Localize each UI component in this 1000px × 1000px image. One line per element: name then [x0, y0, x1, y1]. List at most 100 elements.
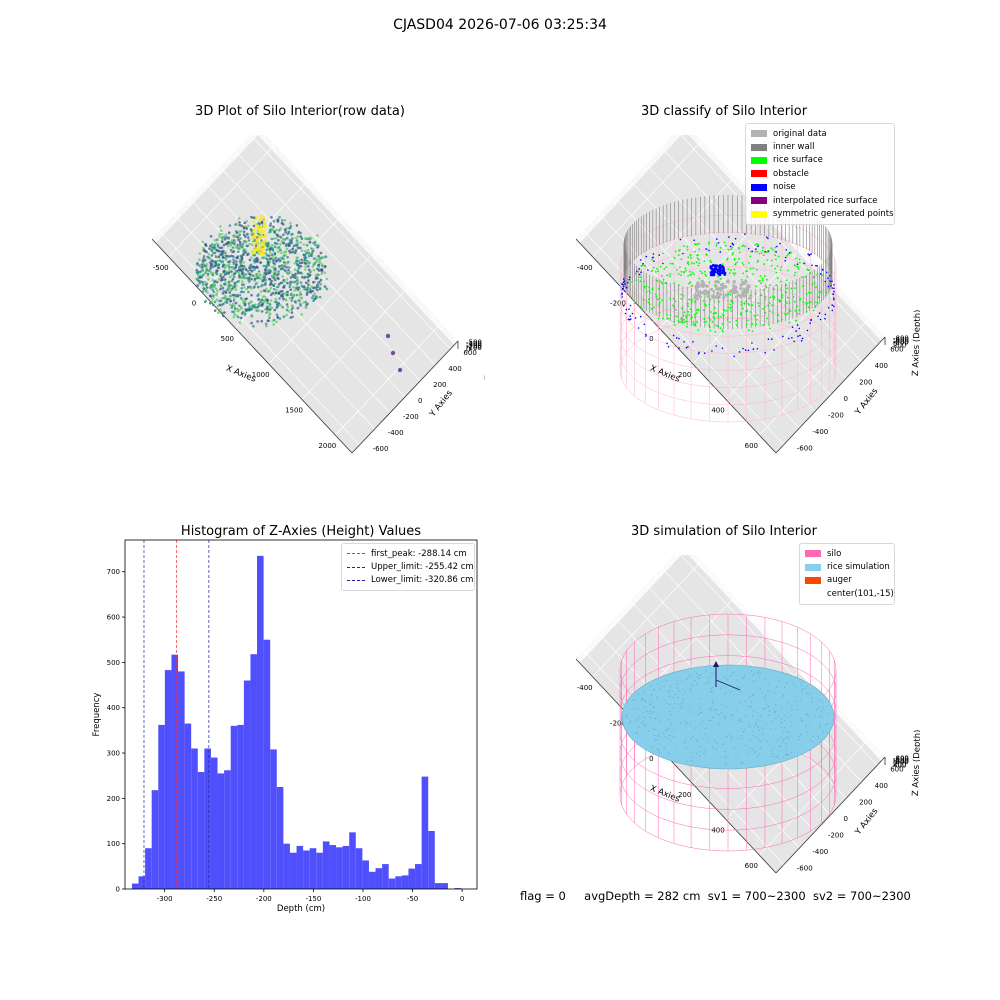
p1-point [221, 260, 225, 263]
p1-point [247, 224, 250, 228]
p1-point [291, 247, 295, 250]
p2-rice-surface-point [665, 282, 667, 284]
p2-noise-point [782, 335, 784, 338]
p1-point [273, 245, 277, 248]
p1-point [312, 294, 315, 298]
p2-rice-surface-point [687, 261, 690, 263]
p4-rice-point [652, 706, 654, 708]
p2-rice-surface-point [680, 270, 683, 273]
p1-point [323, 271, 327, 275]
p1-point [290, 241, 293, 245]
p1-point [202, 246, 205, 250]
p1-point [217, 266, 221, 270]
histogram-bar [217, 773, 225, 889]
p2-rice-surface-point [729, 303, 732, 306]
p1-point [218, 259, 222, 262]
p4-x-label: X Axies [648, 784, 681, 805]
p1-point [304, 281, 308, 285]
p2-rice-surface-point [729, 293, 732, 296]
p2-rice-surface-point [696, 321, 699, 324]
p2-rice-surface-point [705, 275, 708, 277]
p4-rice-point [740, 691, 742, 693]
p4-rice-point [768, 710, 771, 712]
p2-z-tick: 200 [893, 341, 906, 349]
p4-rice-point [690, 711, 692, 713]
p2-rice-surface-point [806, 302, 809, 304]
p1-point [275, 313, 279, 316]
p4-rice-point [643, 724, 645, 726]
p4-rice-point [682, 698, 684, 700]
p2-rice-surface-point [697, 309, 700, 312]
p1-point [266, 307, 269, 310]
p1-point-peak [259, 216, 263, 220]
p1-point [296, 277, 299, 280]
p4-rice-point [656, 739, 658, 741]
p1-point [309, 270, 313, 273]
p1-point [263, 256, 266, 259]
p1-point [235, 263, 238, 266]
p2-rice-surface-point [704, 270, 706, 273]
panel3-histogram[interactable]: -300 -250 -200 -150 -100 -50 00100200300400500… [85, 535, 485, 920]
p4-rice-point [673, 729, 675, 731]
p2-y-axis-line [775, 336, 886, 454]
p1-point [300, 258, 303, 262]
p2-rice-surface-point [668, 317, 670, 320]
p1-point [252, 324, 255, 328]
p2-original-data-point [739, 295, 743, 299]
histogram-x-tick-label: -50 [407, 895, 418, 903]
p1-point [201, 259, 205, 263]
p2-rice-surface-point [709, 329, 712, 332]
p1-point [216, 269, 219, 273]
p4-rice-point [743, 677, 745, 679]
p1-point [313, 240, 317, 244]
p2-noise-point [624, 312, 627, 315]
legend-label: silo [827, 548, 842, 559]
p4-rice-point [699, 751, 701, 753]
p1-point [232, 315, 236, 319]
p2-noise-point [826, 271, 828, 274]
p2-rice-surface-point [657, 287, 660, 290]
p1-point [318, 295, 322, 299]
p1-x-tick: 1000 [252, 371, 270, 379]
p2-rice-surface-point [781, 296, 784, 299]
p1-point-peak [260, 241, 263, 244]
p1-point [291, 237, 294, 240]
p1-point [223, 235, 226, 239]
p2-noise-cluster-point [710, 272, 714, 276]
p2-rice-surface-point [690, 310, 693, 313]
p2-rice-surface-point [734, 272, 737, 274]
p4-rice-point [699, 732, 701, 734]
p4-rice-point [719, 725, 721, 727]
p1-point [269, 224, 272, 227]
p1-point [300, 284, 303, 288]
p1-point [316, 245, 320, 249]
p4-rice-point [634, 707, 636, 709]
p4-rice-point [806, 714, 808, 716]
p2-noise-point [622, 305, 625, 307]
p1-point [234, 230, 238, 233]
histogram-bar [164, 670, 172, 889]
p2-noise-point [624, 283, 626, 285]
p1-point [262, 279, 265, 282]
p2-rice-surface-point [774, 254, 776, 256]
p2-rice-surface-point [775, 284, 778, 287]
p2-x-tick: 0 [649, 335, 653, 343]
p2-rice-surface-point [662, 317, 664, 320]
p4-rice-point [646, 710, 648, 712]
p1-point [287, 244, 290, 248]
p2-rice-surface-point [710, 311, 712, 313]
p4-rice-point [765, 699, 767, 701]
p2-rice-surface-point [693, 262, 695, 265]
p2-noise-point [638, 273, 641, 276]
p4-rice-point [676, 687, 678, 689]
p1-point [267, 272, 270, 275]
p4-rice-point [750, 706, 752, 708]
p2-rice-surface-point [657, 317, 660, 320]
p1-grid-y [159, 230, 360, 446]
p1-point [315, 259, 318, 262]
p4-rice-point [755, 680, 757, 683]
p1-point [306, 248, 310, 252]
